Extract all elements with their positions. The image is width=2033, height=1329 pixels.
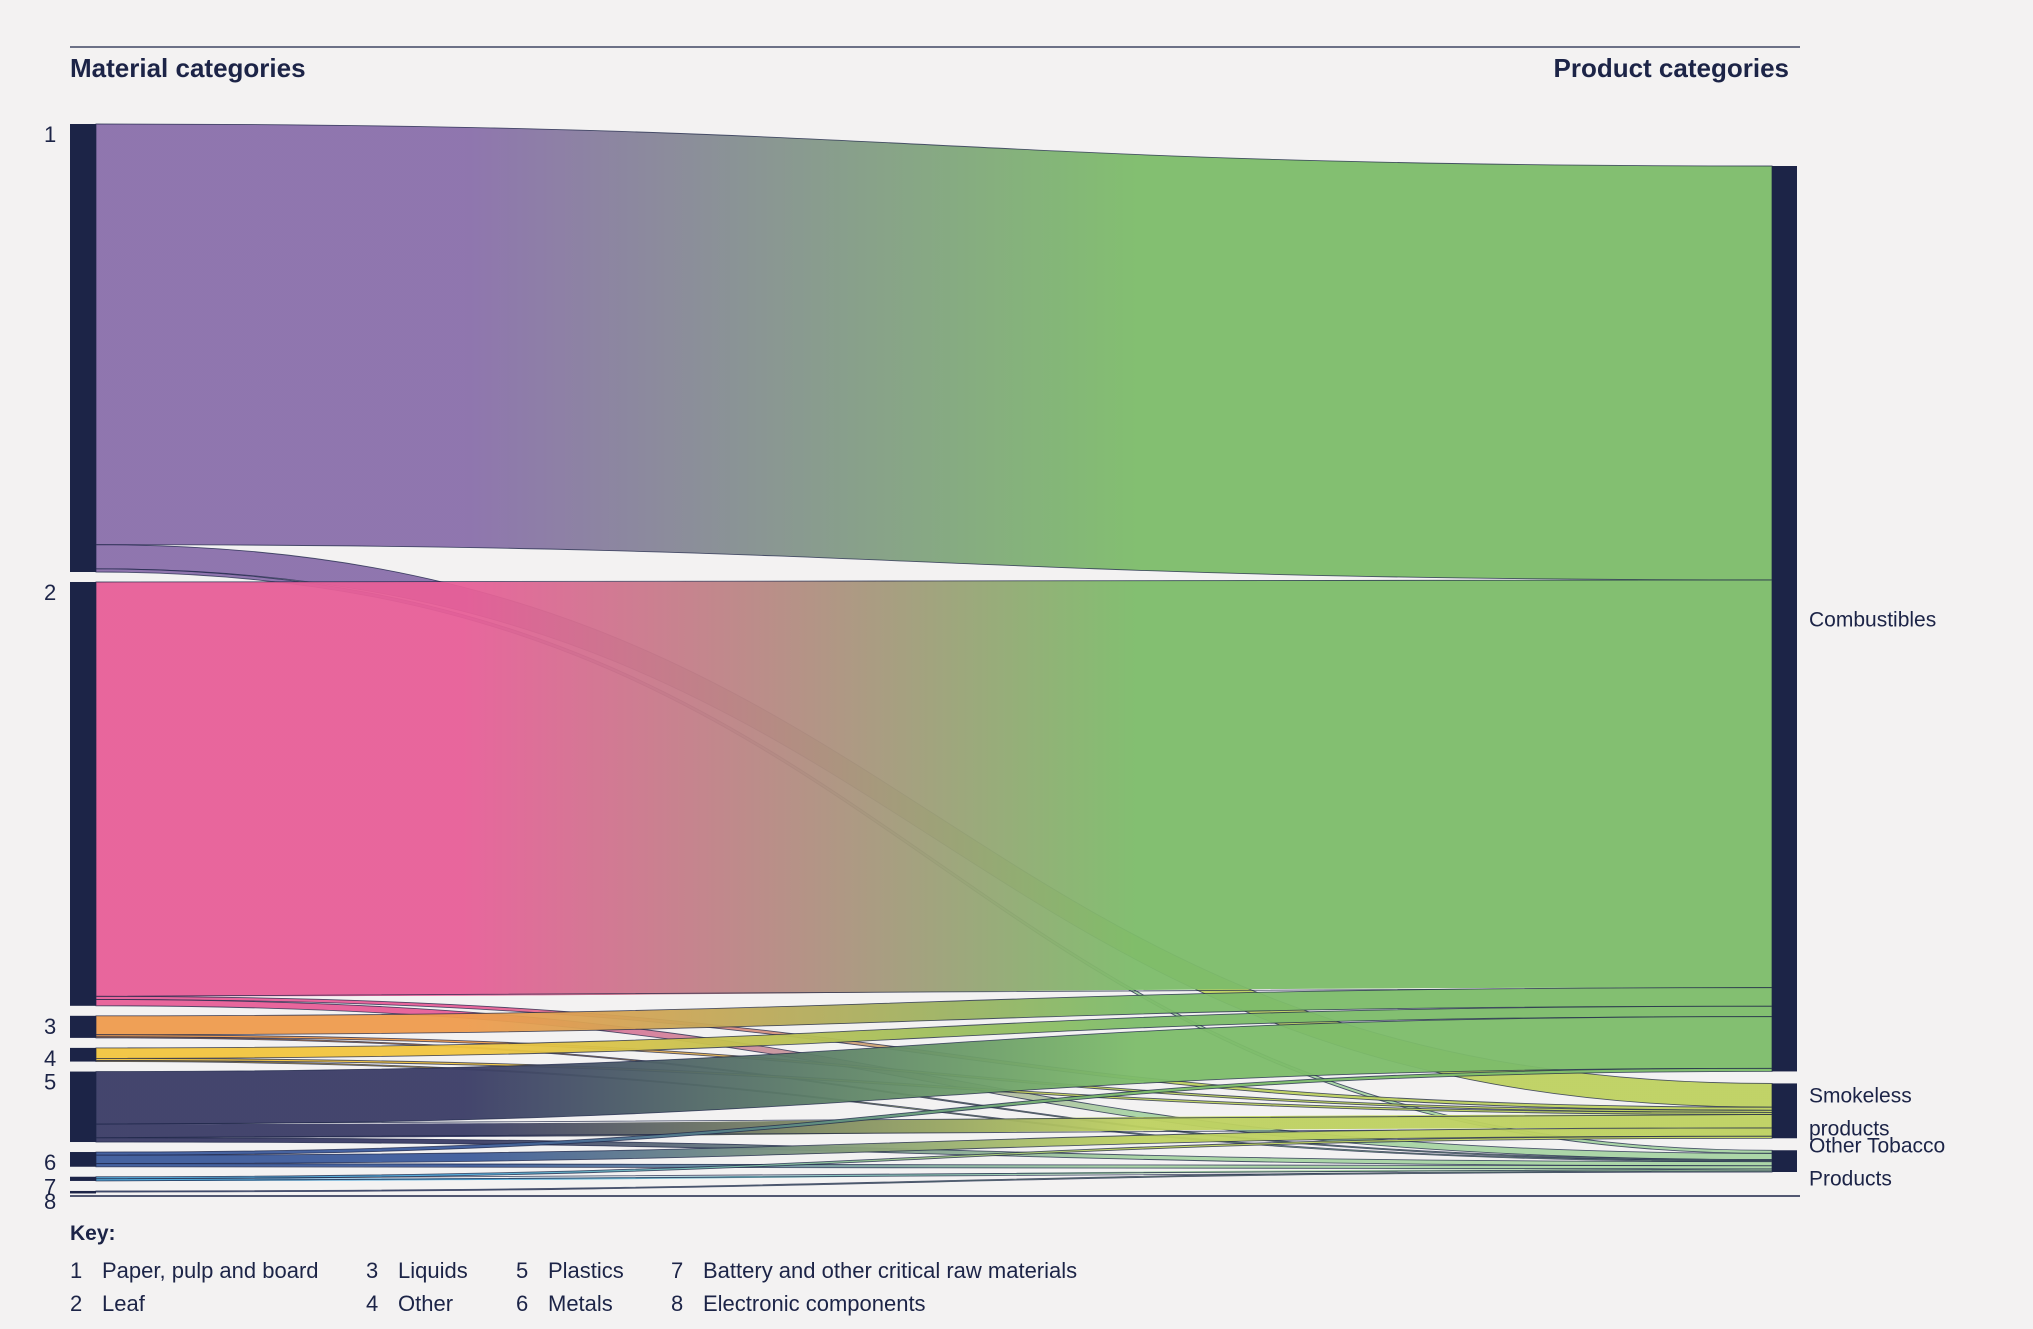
source-node-3 bbox=[70, 1015, 96, 1038]
source-label-1: 1 bbox=[44, 122, 56, 147]
key-number-5: 5 bbox=[516, 1258, 528, 1283]
target-label-otp-line-2: Products bbox=[1809, 1168, 1892, 1191]
key-label-4: Other bbox=[398, 1291, 453, 1316]
key-label-1: Paper, pulp and board bbox=[102, 1258, 319, 1283]
source-node-6 bbox=[70, 1152, 96, 1167]
key-number-3: 3 bbox=[366, 1258, 378, 1283]
source-node-2 bbox=[70, 581, 96, 1006]
source-node-4 bbox=[70, 1047, 96, 1062]
key-number-6: 6 bbox=[516, 1291, 528, 1316]
source-label-4: 4 bbox=[44, 1046, 56, 1071]
source-label-3: 3 bbox=[44, 1014, 56, 1039]
target-node-combustibles bbox=[1772, 166, 1797, 1072]
key-label-3: Liquids bbox=[398, 1258, 468, 1283]
key-number-2: 2 bbox=[70, 1291, 82, 1316]
key-label-6: Metals bbox=[548, 1291, 613, 1316]
source-label-5: 5 bbox=[44, 1070, 56, 1095]
left-header: Material categories bbox=[70, 53, 306, 83]
target-label-smokeless-line-1: Smokeless bbox=[1809, 1084, 1912, 1107]
key-label-5: Plastics bbox=[548, 1258, 624, 1283]
source-node-7 bbox=[70, 1176, 96, 1181]
key-title: Key: bbox=[70, 1222, 116, 1245]
target-label-smokeless-line-2: products bbox=[1809, 1117, 1890, 1140]
target-node-smokeless bbox=[1772, 1083, 1797, 1139]
link-6-to-combustibles bbox=[95, 1067, 1773, 1156]
key-number-7: 7 bbox=[671, 1258, 683, 1283]
target-label-combustibles-line-1: Combustibles bbox=[1809, 609, 1936, 632]
link-2-to-combustibles bbox=[95, 579, 1773, 997]
source-label-2: 2 bbox=[44, 580, 56, 605]
right-header: Product categories bbox=[1553, 53, 1789, 83]
source-node-8 bbox=[70, 1190, 96, 1194]
source-node-1 bbox=[70, 124, 96, 572]
nodes-layer: 1 2 3 45 678 Combustibles Smokeless productsOth… bbox=[44, 122, 1945, 1214]
link-7-to-smokeless bbox=[95, 1135, 1773, 1180]
key: Key: 1 Paper, pulp and board 2 Leaf 3 Liquids… bbox=[70, 1222, 1077, 1316]
key-label-7: Battery and other critical raw materials bbox=[703, 1258, 1077, 1283]
key-label-2: Leaf bbox=[102, 1291, 146, 1316]
target-label-otp-line-1: Other Tobacco bbox=[1809, 1135, 1945, 1158]
key-label-8: Electronic components bbox=[703, 1291, 926, 1316]
key-number-8: 8 bbox=[671, 1291, 683, 1316]
key-number-4: 4 bbox=[366, 1291, 378, 1316]
target-node-otp bbox=[1772, 1150, 1797, 1172]
source-label-8: 8 bbox=[44, 1189, 56, 1214]
link-1-to-combustibles bbox=[95, 123, 1773, 581]
source-node-5 bbox=[70, 1071, 96, 1143]
source-label-6: 6 bbox=[44, 1150, 56, 1175]
links-layer bbox=[95, 123, 1773, 1193]
source-label-7: 7 bbox=[44, 1175, 56, 1200]
key-number-1: 1 bbox=[70, 1258, 82, 1283]
